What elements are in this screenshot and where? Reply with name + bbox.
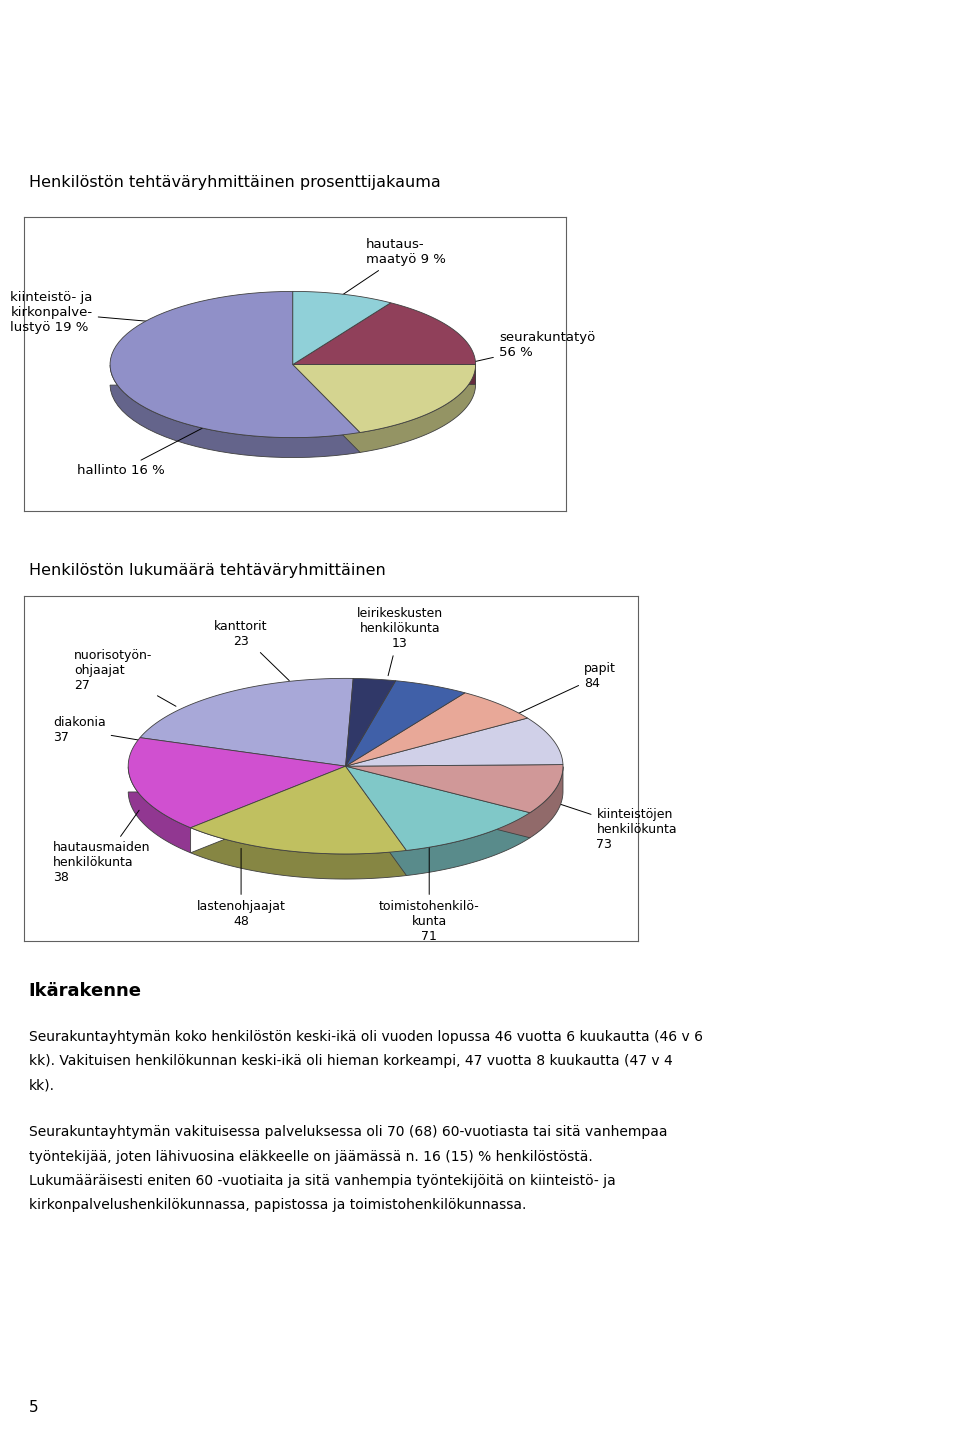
Polygon shape (293, 365, 475, 452)
Polygon shape (140, 678, 353, 767)
Polygon shape (110, 365, 360, 458)
Text: seurakuntatyö
56 %: seurakuntatyö 56 % (435, 332, 595, 370)
Text: kk). Vakituisen henkilökunnan keski-ikä oli hieman korkeampi, 47 vuotta 8 kuukau: kk). Vakituisen henkilökunnan keski-ikä … (29, 1054, 673, 1068)
Polygon shape (346, 764, 563, 813)
Polygon shape (346, 681, 465, 767)
Polygon shape (346, 791, 530, 876)
Text: nuorisotyön-
ohjaajat
27: nuorisotyön- ohjaajat 27 (74, 649, 176, 707)
Polygon shape (129, 767, 346, 853)
Polygon shape (346, 718, 563, 767)
Text: lastenohjaajat
48: lastenohjaajat 48 (197, 849, 285, 928)
Text: Lukumääräisesti eniten 60 -vuotiaita ja sitä vanhempia työntekijöitä on kiinteis: Lukumääräisesti eniten 60 -vuotiaita ja … (29, 1173, 615, 1188)
Polygon shape (346, 767, 563, 837)
Text: kiinteistö- ja
kirkonpalve-
lustyö 19 %: kiinteistö- ja kirkonpalve- lustyö 19 % (11, 292, 183, 335)
Text: työntekijää, joten lähivuosina eläkkeelle on jäämässä n. 16 (15) % henkilöstöstä: työntekijää, joten lähivuosina eläkkeell… (29, 1149, 592, 1163)
Text: Seurakuntayhtymän vakituisessa palveluksessa oli 70 (68) 60-vuotiasta tai sitä v: Seurakuntayhtymän vakituisessa palveluks… (29, 1126, 667, 1139)
Polygon shape (191, 791, 406, 879)
Polygon shape (129, 738, 346, 827)
Text: kk).: kk). (29, 1078, 55, 1093)
Text: hautausmaiden
henkilökunta
38: hautausmaiden henkilökunta 38 (53, 810, 151, 885)
Polygon shape (293, 303, 475, 365)
Polygon shape (293, 365, 475, 432)
Text: hallinto 16 %: hallinto 16 % (77, 425, 207, 477)
Text: Henkilöstön lukumäärä tehtäväryhmittäinen: Henkilöstön lukumäärä tehtäväryhmittäine… (29, 563, 386, 577)
Text: hautaus-
maatyö 9 %: hautaus- maatyö 9 % (335, 238, 445, 300)
Text: toimistohenkilö-
kunta
71: toimistohenkilö- kunta 71 (379, 836, 480, 943)
Polygon shape (346, 767, 530, 850)
Polygon shape (110, 292, 360, 438)
Text: Henkilöstön tehtäväryhmittäinen prosenttijakauma: Henkilöstön tehtäväryhmittäinen prosentt… (29, 175, 441, 190)
Text: 5: 5 (29, 1400, 38, 1414)
Text: kiinteistöjen
henkilökunta
73: kiinteistöjen henkilökunta 73 (537, 797, 677, 852)
Polygon shape (191, 767, 406, 854)
Polygon shape (346, 692, 527, 767)
Polygon shape (293, 292, 391, 365)
Text: Seurakuntayhtymän koko henkilöstön keski-ikä oli vuoden lopussa 46 vuotta 6 kuuk: Seurakuntayhtymän koko henkilöstön keski… (29, 1030, 703, 1044)
Polygon shape (293, 365, 475, 385)
Text: papit
84: papit 84 (516, 662, 615, 715)
Text: leirikeskusten
henkilökunta
13: leirikeskusten henkilökunta 13 (357, 607, 443, 676)
Polygon shape (346, 678, 396, 767)
Text: Ikärakenne: Ikärakenne (29, 982, 142, 999)
Text: kanttorit
23: kanttorit 23 (214, 620, 289, 681)
Text: kirkonpalvelushenkilökunnassa, papistossa ja toimistohenkilökunnassa.: kirkonpalvelushenkilökunnassa, papistoss… (29, 1198, 526, 1212)
Text: diakonia
37: diakonia 37 (53, 717, 142, 744)
